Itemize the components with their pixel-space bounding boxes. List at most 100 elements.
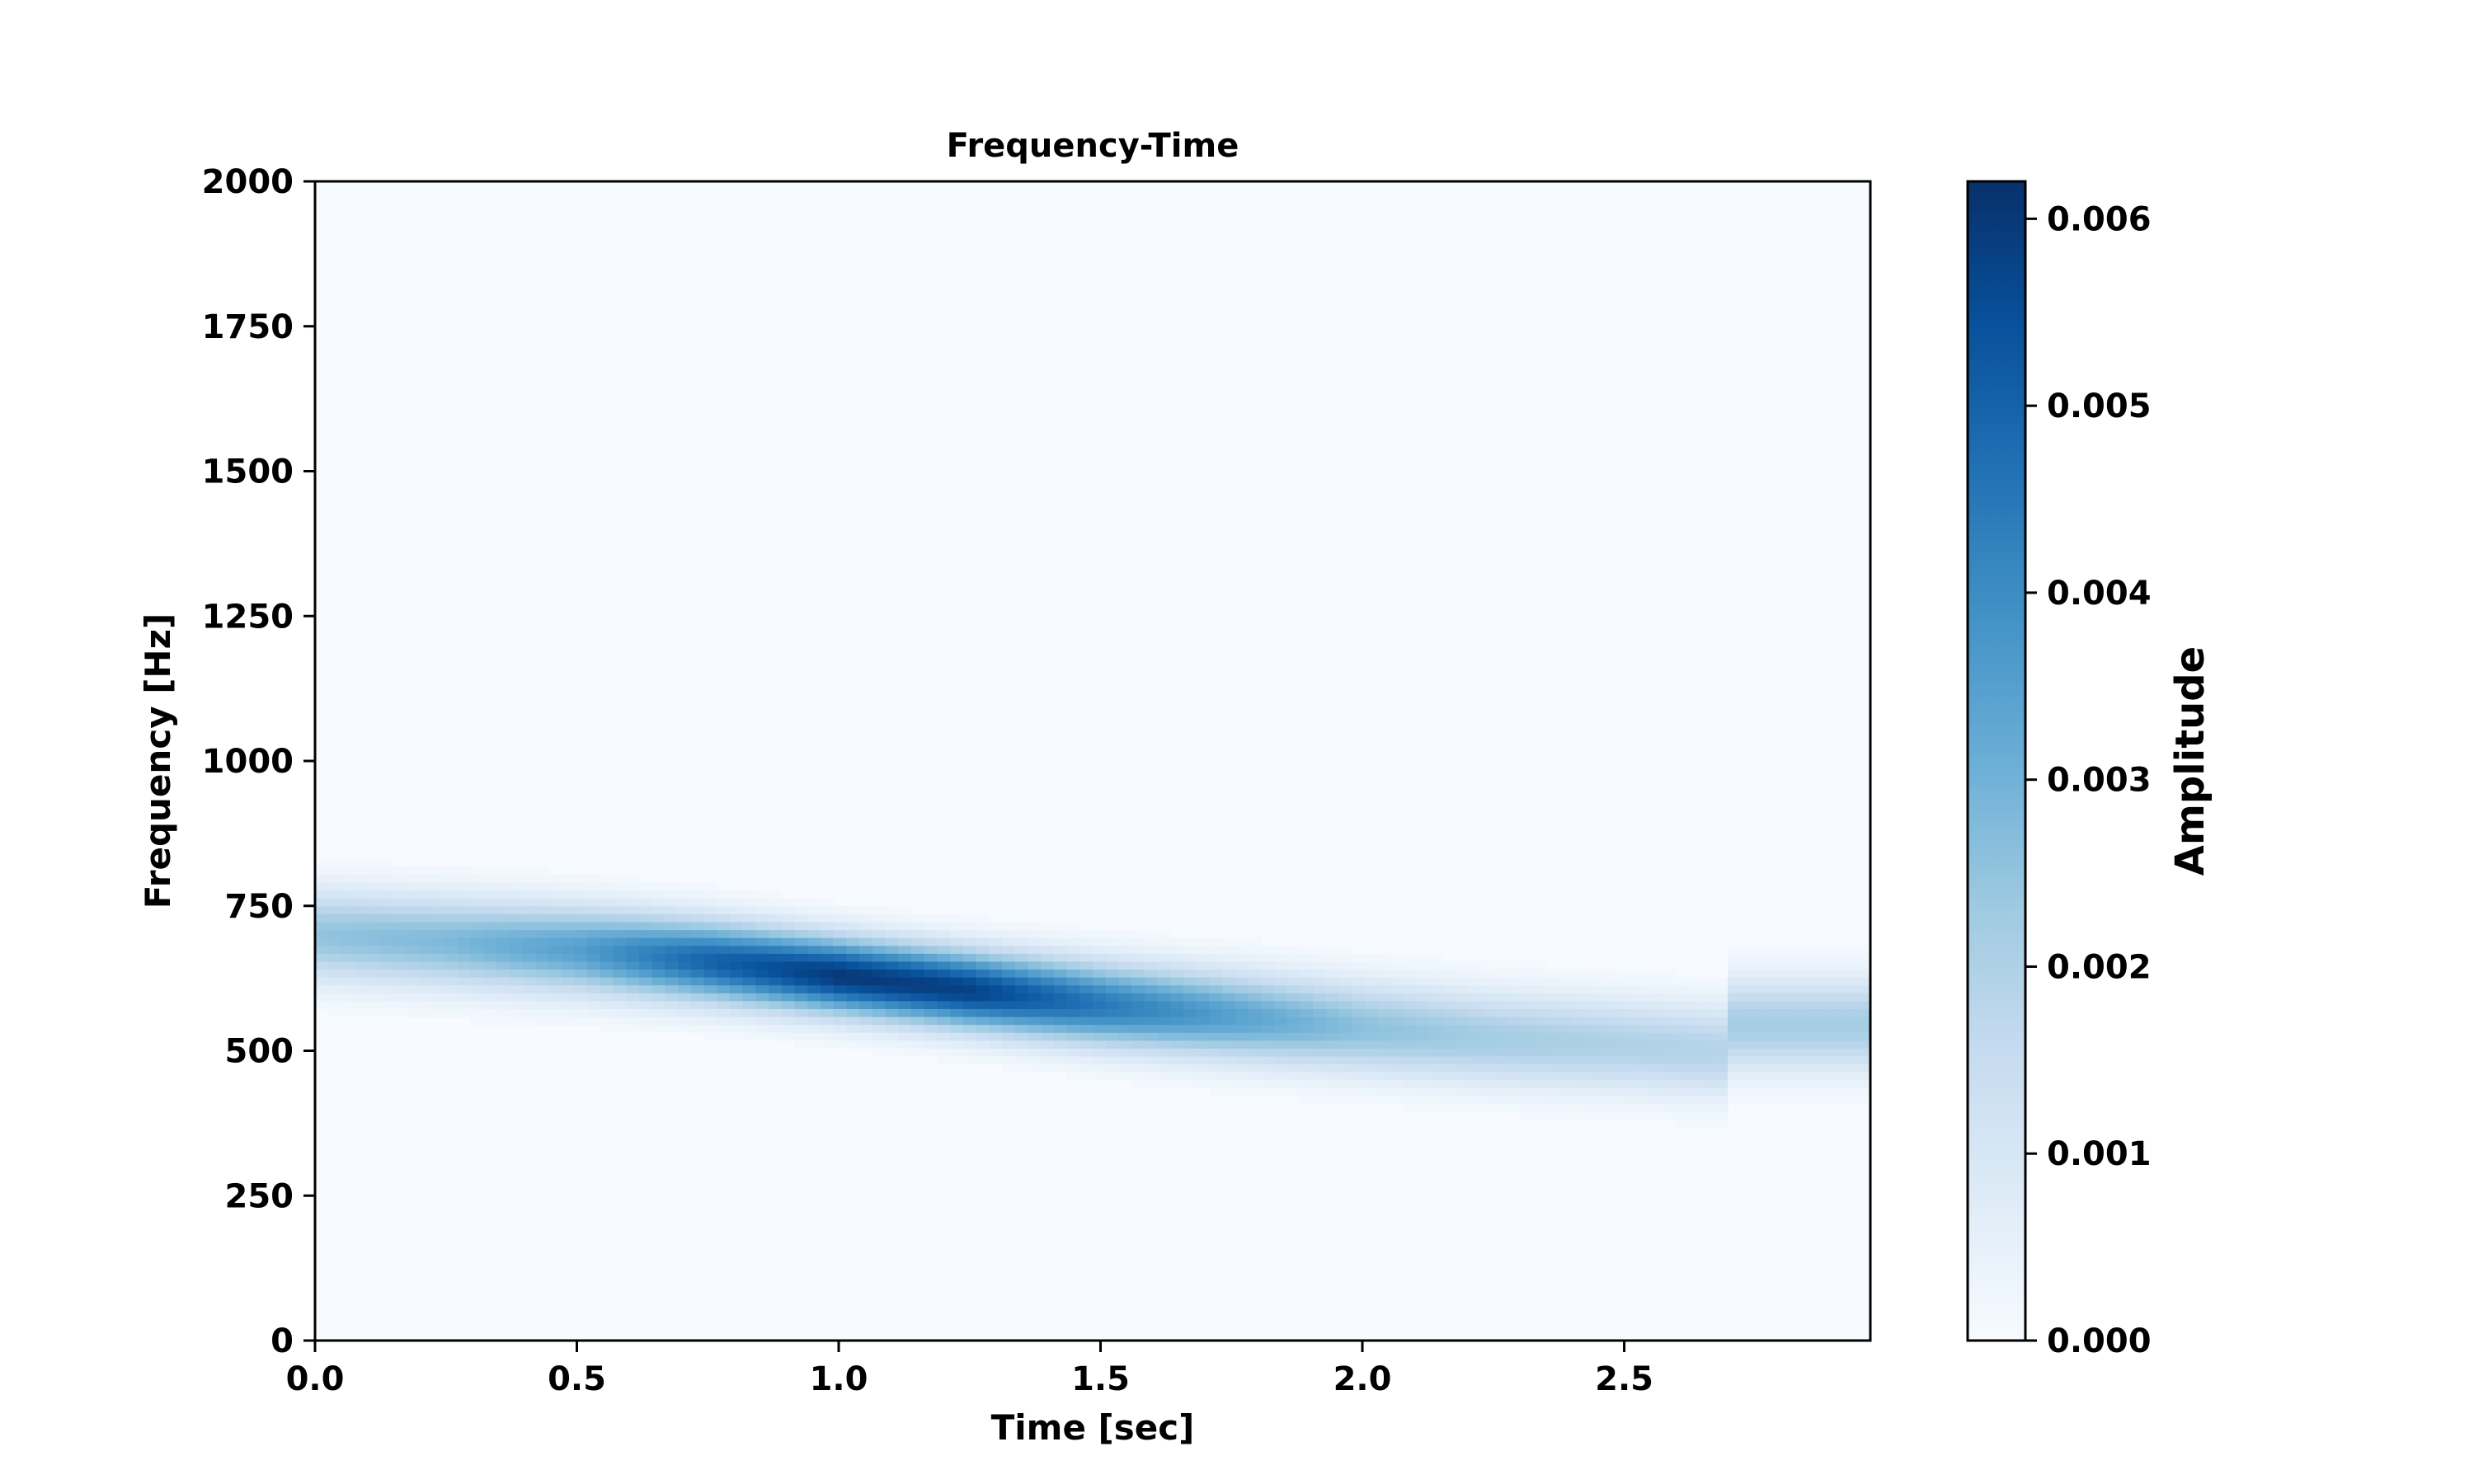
heatmap-cell: [1093, 993, 1107, 1002]
heatmap-cell: [1170, 977, 1184, 986]
heatmap-cell: [587, 984, 601, 993]
heatmap-cell: [1093, 1040, 1107, 1049]
heatmap-cell: [1261, 977, 1275, 986]
heatmap-cell: [626, 890, 640, 899]
heatmap-cell: [1728, 1040, 1742, 1049]
heatmap-cell: [1857, 1064, 1870, 1073]
heatmap-cell: [1352, 1000, 1366, 1009]
heatmap-cell: [1416, 953, 1431, 962]
heatmap-cell: [1611, 1032, 1625, 1041]
heatmap-cell: [962, 969, 977, 978]
heatmap-cell: [406, 921, 420, 931]
heatmap-cell: [561, 1016, 575, 1026]
heatmap-cell: [587, 874, 601, 883]
heatmap-cell: [872, 1024, 887, 1033]
heatmap-cell: [769, 1016, 783, 1026]
heatmap-cell: [1105, 929, 1120, 938]
heatmap-cell: [1429, 1095, 1443, 1105]
heatmap-cell: [1831, 1087, 1846, 1097]
heatmap-cell: [1300, 1048, 1314, 1057]
heatmap-cell: [1714, 1087, 1729, 1097]
heatmap-cell: [1209, 1072, 1223, 1081]
heatmap-cell: [1300, 1000, 1314, 1009]
heatmap-cell: [1209, 1064, 1223, 1073]
heatmap-cell: [755, 969, 769, 978]
heatmap-cell: [1507, 1040, 1522, 1049]
heatmap-cell: [755, 1008, 769, 1017]
heatmap-cell: [1597, 969, 1612, 978]
heatmap-cell: [1079, 937, 1094, 946]
heatmap-cell: [833, 937, 847, 946]
heatmap-cell: [1611, 977, 1625, 986]
heatmap-cell: [1093, 984, 1107, 993]
heatmap-cell: [1481, 960, 1495, 970]
heatmap-cell: [690, 945, 705, 954]
heatmap-cell: [1701, 1111, 1715, 1120]
heatmap-cell: [950, 1000, 964, 1009]
heatmap-cell: [872, 1000, 887, 1009]
heatmap-cell: [1209, 1040, 1223, 1049]
heatmap-cell: [1261, 1079, 1275, 1088]
heatmap-cell: [1714, 1016, 1729, 1026]
heatmap-cell: [937, 1040, 951, 1049]
heatmap-cell: [1792, 1000, 1807, 1009]
heatmap-cell: [651, 1024, 666, 1033]
heatmap-cell: [1701, 1072, 1715, 1081]
heatmap-cell: [1028, 960, 1042, 970]
heatmap-cell: [833, 969, 847, 978]
heatmap-cell: [1857, 1079, 1870, 1088]
heatmap-cell: [1844, 969, 1858, 978]
heatmap-cell: [457, 960, 472, 970]
heatmap-cell: [1805, 977, 1819, 986]
heatmap-cell: [1481, 1008, 1495, 1017]
heatmap-cell: [820, 984, 835, 993]
heatmap-cell: [703, 921, 717, 931]
heatmap-cell: [1248, 993, 1262, 1002]
heatmap-cell: [1766, 1072, 1780, 1081]
heatmap-cell: [1779, 960, 1794, 970]
heatmap-cell: [379, 913, 393, 923]
heatmap-cell: [1001, 1040, 1016, 1049]
heatmap-cell: [1753, 1087, 1767, 1097]
heatmap-cell: [1442, 984, 1456, 993]
heatmap-cell: [1028, 945, 1042, 954]
heatmap-cell: [406, 881, 420, 891]
heatmap-cell: [807, 969, 821, 978]
heatmap-cell: [1183, 1016, 1197, 1026]
heatmap-cell: [457, 1000, 472, 1009]
heatmap-cell: [1390, 960, 1404, 970]
heatmap-cell: [846, 929, 860, 938]
heatmap-cell: [1053, 1008, 1068, 1017]
heatmap-cell: [574, 874, 588, 883]
heatmap-cell: [1559, 993, 1573, 1002]
heatmap-cell: [1053, 1064, 1068, 1073]
heatmap-cell: [626, 874, 640, 883]
heatmap-cell: [1066, 953, 1080, 962]
heatmap-cell: [354, 977, 368, 986]
heatmap-cell: [1079, 953, 1094, 962]
heatmap-cell: [1456, 984, 1470, 993]
heatmap-cell: [665, 953, 679, 962]
heatmap-cell: [859, 977, 873, 986]
heatmap-cell: [393, 929, 407, 938]
heatmap-cell: [1377, 969, 1392, 978]
heatmap-cell: [1597, 1079, 1612, 1088]
heatmap-cell: [1624, 1079, 1638, 1088]
heatmap-cell: [1714, 1119, 1729, 1128]
heatmap-cell: [1079, 993, 1094, 1002]
heatmap-cell: [574, 890, 588, 899]
heatmap-cell: [1196, 1032, 1211, 1041]
heatmap-cell: [1352, 960, 1366, 970]
heatmap-cell: [561, 929, 575, 938]
heatmap-cell: [1740, 984, 1755, 993]
heatmap-cell: [1779, 1048, 1794, 1057]
heatmap-cell: [1585, 1055, 1599, 1065]
heatmap-cell: [1170, 1048, 1184, 1057]
heatmap-cell: [483, 881, 497, 891]
heatmap-cell: [1766, 1040, 1780, 1049]
heatmap-cell: [1325, 984, 1340, 993]
heatmap-cell: [833, 921, 847, 931]
heatmap-cell: [1235, 1032, 1249, 1041]
heatmap-cell: [1261, 1008, 1275, 1017]
heatmap-cell: [1014, 945, 1029, 954]
